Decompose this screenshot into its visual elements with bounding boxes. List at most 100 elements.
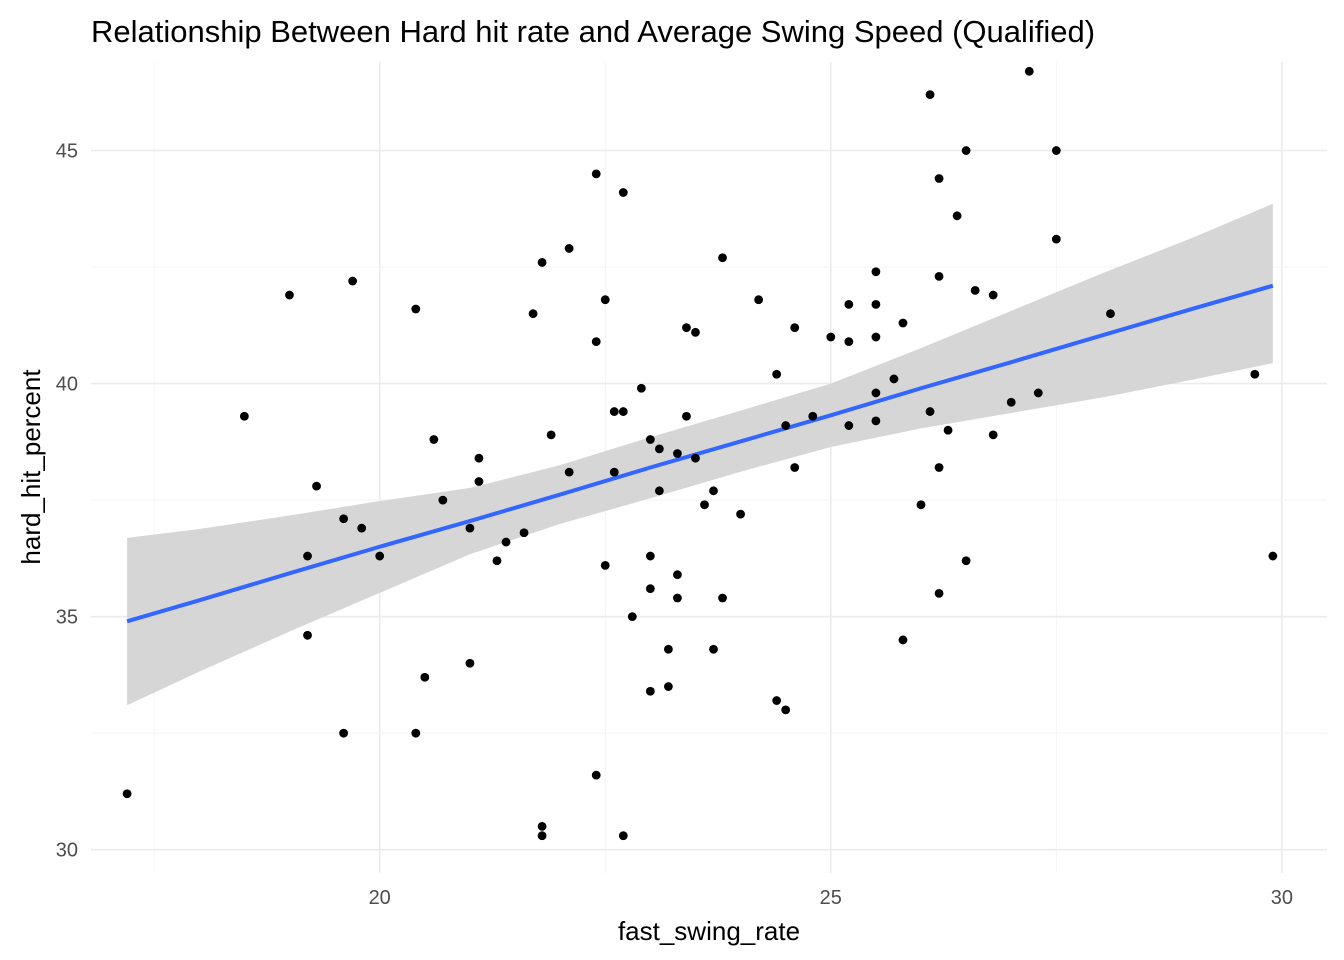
data-point [781,421,791,430]
data-point [429,435,439,444]
data-point [465,658,475,668]
data-point [961,556,971,566]
data-point [528,309,538,319]
data-point [952,211,962,221]
data-point [826,332,836,342]
data-point [871,388,881,398]
x-tick-labels: 20 25 30 [369,887,1293,909]
data-point [564,467,574,477]
data-point [691,453,700,463]
data-point [546,430,556,440]
data-point [925,90,935,100]
data-point [312,481,321,491]
data-point [537,258,547,267]
data-point [961,146,971,155]
data-point [600,295,610,305]
y-tick-label: 45 [56,141,78,163]
data-point [1250,369,1260,379]
data-point [618,407,628,416]
data-point [654,444,664,454]
data-point [627,612,637,622]
data-point [1024,66,1034,76]
data-point [654,486,664,496]
data-point [781,705,791,715]
data-point [988,430,998,440]
data-point [303,551,312,561]
data-point [122,789,132,799]
data-point [934,463,944,472]
data-point [339,514,349,524]
data-point [871,416,881,426]
data-point [871,332,881,342]
data-point [645,584,655,594]
data-point [609,467,619,477]
data-point [934,588,944,598]
data-point [474,477,484,486]
data-point [934,272,944,281]
data-point [1268,551,1278,561]
data-point [239,411,249,421]
data-point [474,453,484,463]
data-point [348,276,358,286]
data-point [645,686,655,696]
y-axis-title: hard_hit_percent [16,369,46,565]
data-point [501,537,511,547]
data-point [564,244,574,253]
data-point [871,267,881,277]
data-point [609,407,619,416]
data-point [1033,388,1043,398]
data-point [664,682,673,691]
data-point [808,411,818,421]
y-tick-labels: 30 35 40 45 [56,141,78,862]
data-point [673,593,682,603]
data-point [898,318,908,328]
data-point [357,523,367,533]
fit-line [126,283,1274,624]
data-point [492,556,502,566]
data-point [1051,234,1061,244]
chart-title: Relationship Between Hard hit rate and A… [91,14,1095,49]
data-point [600,560,610,570]
data-point [925,407,935,416]
data-point [898,635,908,645]
points-layer [122,66,1278,841]
data-point [943,425,953,435]
data-point [718,593,727,603]
data-point [519,528,529,538]
data-point [591,169,601,179]
data-point [375,551,385,561]
data-point [691,327,700,337]
data-point [844,421,854,430]
data-point [1006,397,1016,407]
data-point [537,831,547,841]
data-point [844,299,854,309]
data-point [871,299,881,309]
data-point [618,831,628,841]
y-tick-label: 30 [56,840,78,862]
fit-line-layer [126,283,1274,624]
x-tick-label: 25 [820,887,842,909]
data-point [591,770,601,780]
data-point [844,337,854,347]
data-point [709,644,718,654]
data-point [664,644,673,654]
data-point [1051,146,1061,155]
data-point [754,295,764,305]
data-point [790,323,800,333]
data-point [934,174,944,183]
data-point [682,411,691,421]
y-tick-label: 40 [56,374,78,396]
data-point [790,463,800,472]
data-point [420,672,430,682]
data-point [889,374,899,384]
data-point [673,570,682,580]
data-point [645,551,655,561]
data-point [709,486,718,496]
data-point [465,523,475,533]
data-point [285,290,294,300]
data-point [772,696,782,705]
data-point [1106,309,1115,319]
data-point [591,337,601,347]
grid [91,62,1327,873]
